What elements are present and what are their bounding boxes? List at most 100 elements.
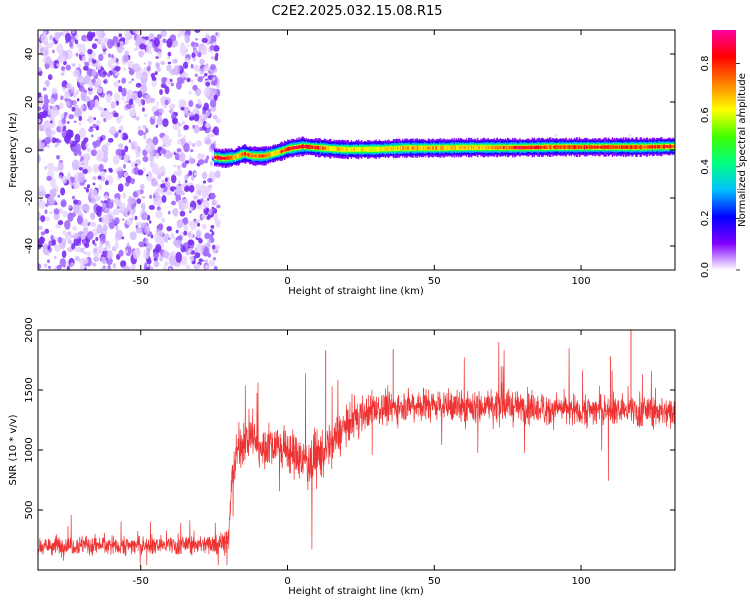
spectrogram-noise-cell [86,184,91,189]
spectrogram-ridge-peak [394,147,397,150]
spectrogram-ridge-peak [512,146,514,150]
spectrogram-ridge-peak [637,145,639,149]
spectrogram-ridge-peak [302,144,304,149]
spectrogram-ridge-peak [267,153,269,157]
spectrogram-ridge-peak [648,144,651,150]
spectrogram-noise-cell [138,241,145,248]
spectrogram-noise-cell [204,138,212,145]
spectrogram-noise-cell [62,86,66,92]
spectrogram-ridge-peak [653,145,656,149]
spectrogram-ridge-peak [617,145,620,149]
spectrogram-ridge-peak [604,145,606,150]
spectrogram-noise-cell [62,230,67,236]
spectrogram-noise-cell [159,166,166,177]
spectrogram-noise-cell [118,129,122,133]
spectrogram-noise-cell [192,107,197,115]
spectrogram-noise-cell [78,127,86,138]
spectrogram-noise-cell [212,114,218,120]
spectrogram-ridge-peak [370,147,372,152]
spectrogram-noise-cell [92,182,96,186]
spectrogram-ridge-peak [365,147,367,152]
spectrogram-noise-cell [66,265,70,270]
spectrogram-noise-cell [138,50,145,58]
spectrogram-noise-cell [59,258,66,267]
spectrogram-noise-cell [97,175,102,180]
spectrogram-noise-cell [190,149,194,153]
spectrogram-ridge-peak [243,152,246,156]
spectrogram-ridge-peak [590,145,592,149]
spectrogram-noise-cell [194,252,201,259]
spectrogram-noise-cell [130,264,135,270]
spectrogram-ridge-peak [408,146,410,150]
spectrogram-ridge-peak [616,145,619,149]
spectrogram-noise-cell [82,166,86,170]
spectrogram-ridge-peak [561,145,563,149]
spectrogram-ridge-peak [564,145,566,150]
spectrogram-ridge-peak [628,145,630,149]
spectrogram-ridge-peak [659,145,661,149]
spectrogram-noise-cell [109,126,116,135]
spectrogram-noise-cell [96,156,100,160]
spectrogram-noise-cell [172,208,179,216]
spectrogram-noise-cell [190,64,194,69]
spectrogram-ridge-peak [501,145,504,150]
spectrogram-noise-cell [67,231,72,236]
spectrogram-noise-cell [44,228,50,234]
spectrogram-ridge-peak [262,154,264,158]
spectrogram-ridge-peak [300,145,302,149]
spectrogram-ridge-peak [255,154,257,158]
spectrogram-noise-cell [140,84,148,94]
spectrogram-ridge-peak [451,146,453,150]
spectrogram-ridge-peak [336,147,338,151]
spectrogram-noise-cell [143,62,146,65]
spectrogram-noise-cell [164,177,168,183]
spectrogram-noise-cell [148,205,155,210]
spectrogram-ridge-peak [282,149,285,152]
spectrogram-noise-cell [81,55,87,63]
spectrogram-ridge-peak [215,155,217,159]
spectrogram-noise-cell [185,264,190,270]
spectrogram-noise-cell [39,236,45,245]
spectrogram-noise-cell [75,52,79,57]
spectrogram-ridge-peak [289,146,291,151]
spectrogram-noise-cell [118,249,124,257]
spectrogram-noise-cell [93,142,97,149]
spectrogram-ridge-peak [557,145,559,149]
spectrogram-noise-cell [124,99,127,105]
spectrogram-noise-cell [141,196,146,199]
spectrogram-ridge-peak [614,145,617,149]
spectrogram-ridge-peak [643,145,645,149]
spectrogram-ridge-peak [650,145,653,149]
spectrogram-noise-cell [183,124,189,131]
spectrogram-noise-cell [97,106,104,111]
spectrogram-noise-cell [172,124,179,130]
spectrogram-ridge-peak [310,145,313,149]
spectrogram-noise-cell [121,77,127,84]
spectrogram-noise-cell [90,212,96,221]
spectrogram-noise-cell [150,144,155,151]
spectrogram-ridge-peak [510,145,512,150]
spectrogram-noise-cell [198,258,203,263]
spectrogram-noise-cell [51,137,57,144]
spectrogram-noise-cell [60,199,67,208]
spectrogram-noise-cell [208,187,212,192]
spectrogram-noise-cell [44,263,48,268]
spectrogram-ridge-peak [417,146,419,151]
spectrogram-noise-cell [140,98,144,103]
spectrogram-noise-cell [137,169,144,176]
spectrogram-noise-cell [150,266,154,270]
spectrogram-noise-cell [162,38,167,44]
spectrogram-ridge-peak [357,147,360,151]
spectrogram-noise-cell [194,247,198,252]
spectrogram-ridge-peak [418,146,420,150]
spectrogram-noise-cell [213,265,218,270]
spectrogram-noise-cell [174,189,177,192]
spectrogram-noise-cell [178,180,181,184]
spectrogram-ridge-peak [419,146,421,150]
spectrogram-ridge-peak [477,145,479,150]
spectrogram-noise-cell [120,114,123,120]
spectrogram-noise-cell [187,239,194,246]
spectrogram-noise-cell [193,64,200,72]
spectrogram-noise-cell [107,38,114,49]
spectrogram-ridge-peak [395,146,398,151]
